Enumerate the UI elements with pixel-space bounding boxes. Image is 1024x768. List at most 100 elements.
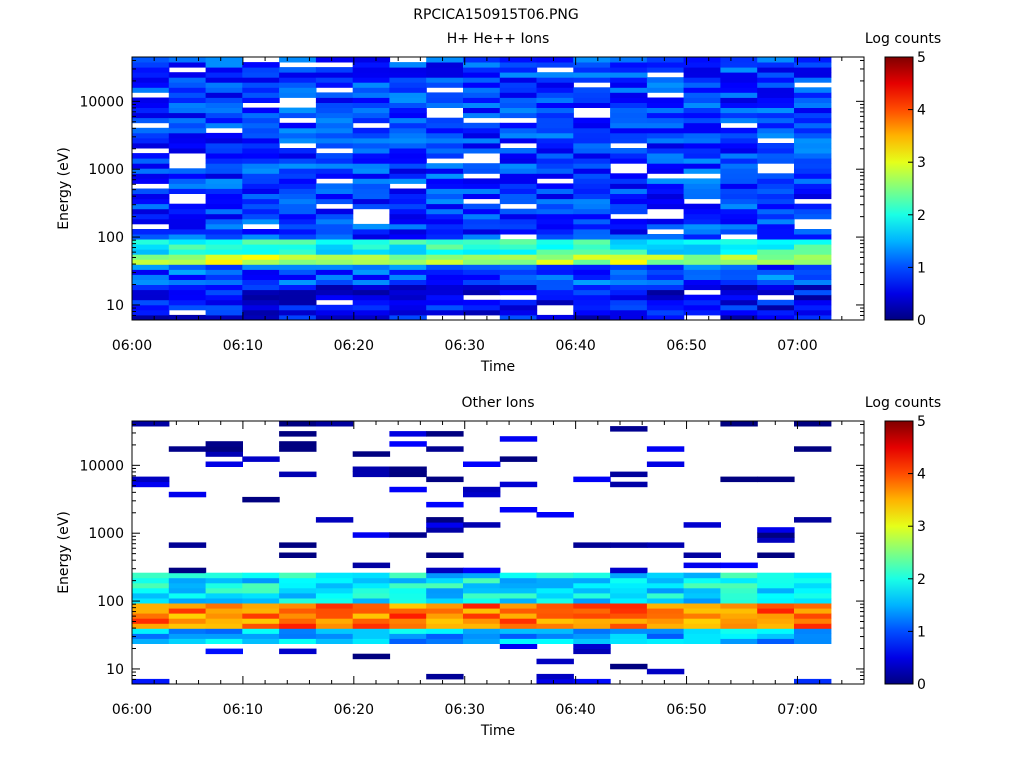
heatmap-cell (794, 314, 832, 321)
heatmap-cell (683, 593, 721, 599)
heatmap-cell (499, 173, 538, 179)
heatmap-cell (794, 183, 832, 189)
heatmap-cell (132, 254, 170, 260)
heatmap-cell (279, 613, 317, 619)
heatmap-cell (646, 193, 685, 200)
heatmap-cell (132, 77, 170, 83)
heatmap-cell (757, 107, 795, 114)
heatmap-cell (426, 198, 464, 205)
heatmap-cell (463, 309, 501, 316)
heatmap-cell (794, 587, 832, 594)
heatmap-cell (646, 461, 685, 467)
heatmap-cell (205, 279, 243, 285)
heatmap-cell (389, 466, 427, 472)
heatmap-cell (720, 82, 758, 88)
heatmap-cell (573, 587, 611, 594)
heatmap-cell (683, 628, 721, 634)
heatmap-cell (536, 153, 574, 159)
heatmap-cell (426, 132, 464, 139)
heatmap-cell (389, 582, 427, 589)
heatmap-cell (132, 476, 170, 483)
heatmap-cell (279, 122, 317, 129)
heatmap-cell (352, 158, 391, 164)
heatmap-cell (683, 552, 721, 558)
heatmap-cell (205, 173, 243, 179)
heatmap-cell (132, 158, 170, 164)
heatmap-cell (279, 284, 317, 291)
heatmap-cell (499, 254, 538, 260)
heatmap-cell (205, 638, 243, 644)
heatmap-cell (794, 107, 832, 114)
heatmap-cell (536, 92, 574, 98)
heatmap-cell (168, 623, 207, 629)
heatmap-cell (499, 107, 538, 114)
heatmap-cell (279, 107, 317, 114)
heatmap-cell (463, 587, 501, 594)
heatmap-cell (205, 648, 243, 655)
heatmap-cell (352, 598, 391, 604)
heatmap-cell (720, 264, 758, 270)
heatmap-cell (352, 77, 391, 83)
heatmap-cell (279, 582, 317, 589)
heatmap-cell (646, 127, 685, 134)
heatmap-cell (315, 577, 354, 584)
heatmap-cell (279, 593, 317, 599)
heatmap-cell (463, 178, 501, 184)
heatmap-cell (242, 249, 280, 255)
colorbar-tick-label: 3 (917, 519, 926, 535)
heatmap-cell (132, 603, 170, 609)
heatmap-cell (499, 507, 538, 513)
heatmap-cell (389, 274, 427, 280)
heatmap-cell (389, 284, 427, 291)
heatmap-cell (536, 87, 574, 93)
heatmap-cell (315, 517, 354, 523)
heatmap-cell (426, 92, 464, 98)
heatmap-cell (720, 608, 758, 614)
heatmap-cell (499, 633, 538, 639)
heatmap-cell (426, 67, 464, 73)
heatmap-cell (683, 183, 721, 189)
heatmap-cell (536, 259, 574, 265)
heatmap-cell (646, 178, 685, 184)
heatmap-cell (389, 532, 427, 538)
heatmap-cell (389, 132, 427, 139)
heatmap-cell (536, 603, 574, 609)
heatmap-cell (683, 239, 721, 245)
heatmap-cell (794, 593, 832, 599)
heatmap-cell (242, 244, 280, 250)
heatmap-cell (499, 582, 538, 589)
heatmap-cell (352, 294, 391, 301)
heatmap-cell (536, 223, 574, 230)
heatmap-cell (168, 593, 207, 599)
heatmap-cell (720, 153, 758, 159)
heatmap-cell (426, 628, 464, 634)
heatmap-cell (794, 163, 832, 169)
heatmap-cell (720, 294, 758, 301)
heatmap-cell (463, 208, 501, 215)
heatmap-cell (794, 446, 832, 452)
heatmap-cell (463, 102, 501, 108)
heatmap-cell (757, 249, 795, 255)
heatmap-cell (573, 132, 611, 139)
heatmap-cell (389, 62, 427, 68)
heatmap-cell (315, 244, 354, 250)
heatmap-cell (279, 158, 317, 164)
heatmap-cell (168, 203, 207, 210)
heatmap-cell (610, 122, 648, 129)
heatmap-cell (168, 112, 207, 119)
heatmap-cell (720, 274, 758, 280)
heatmap-cell (168, 234, 207, 240)
heatmap-cell (315, 264, 354, 270)
heatmap-cell (720, 193, 758, 200)
heatmap-cell (463, 148, 501, 154)
heatmap-cell (683, 117, 721, 124)
heatmap-cell (242, 213, 280, 220)
heatmap-cell (279, 87, 317, 93)
heatmap-cell (463, 163, 501, 169)
heatmap-cell (279, 471, 317, 478)
heatmap-cell (463, 623, 501, 629)
heatmap-cell (426, 229, 464, 235)
heatmap-cell (426, 249, 464, 255)
heatmap-cell (757, 208, 795, 215)
heatmap-cell (720, 97, 758, 103)
